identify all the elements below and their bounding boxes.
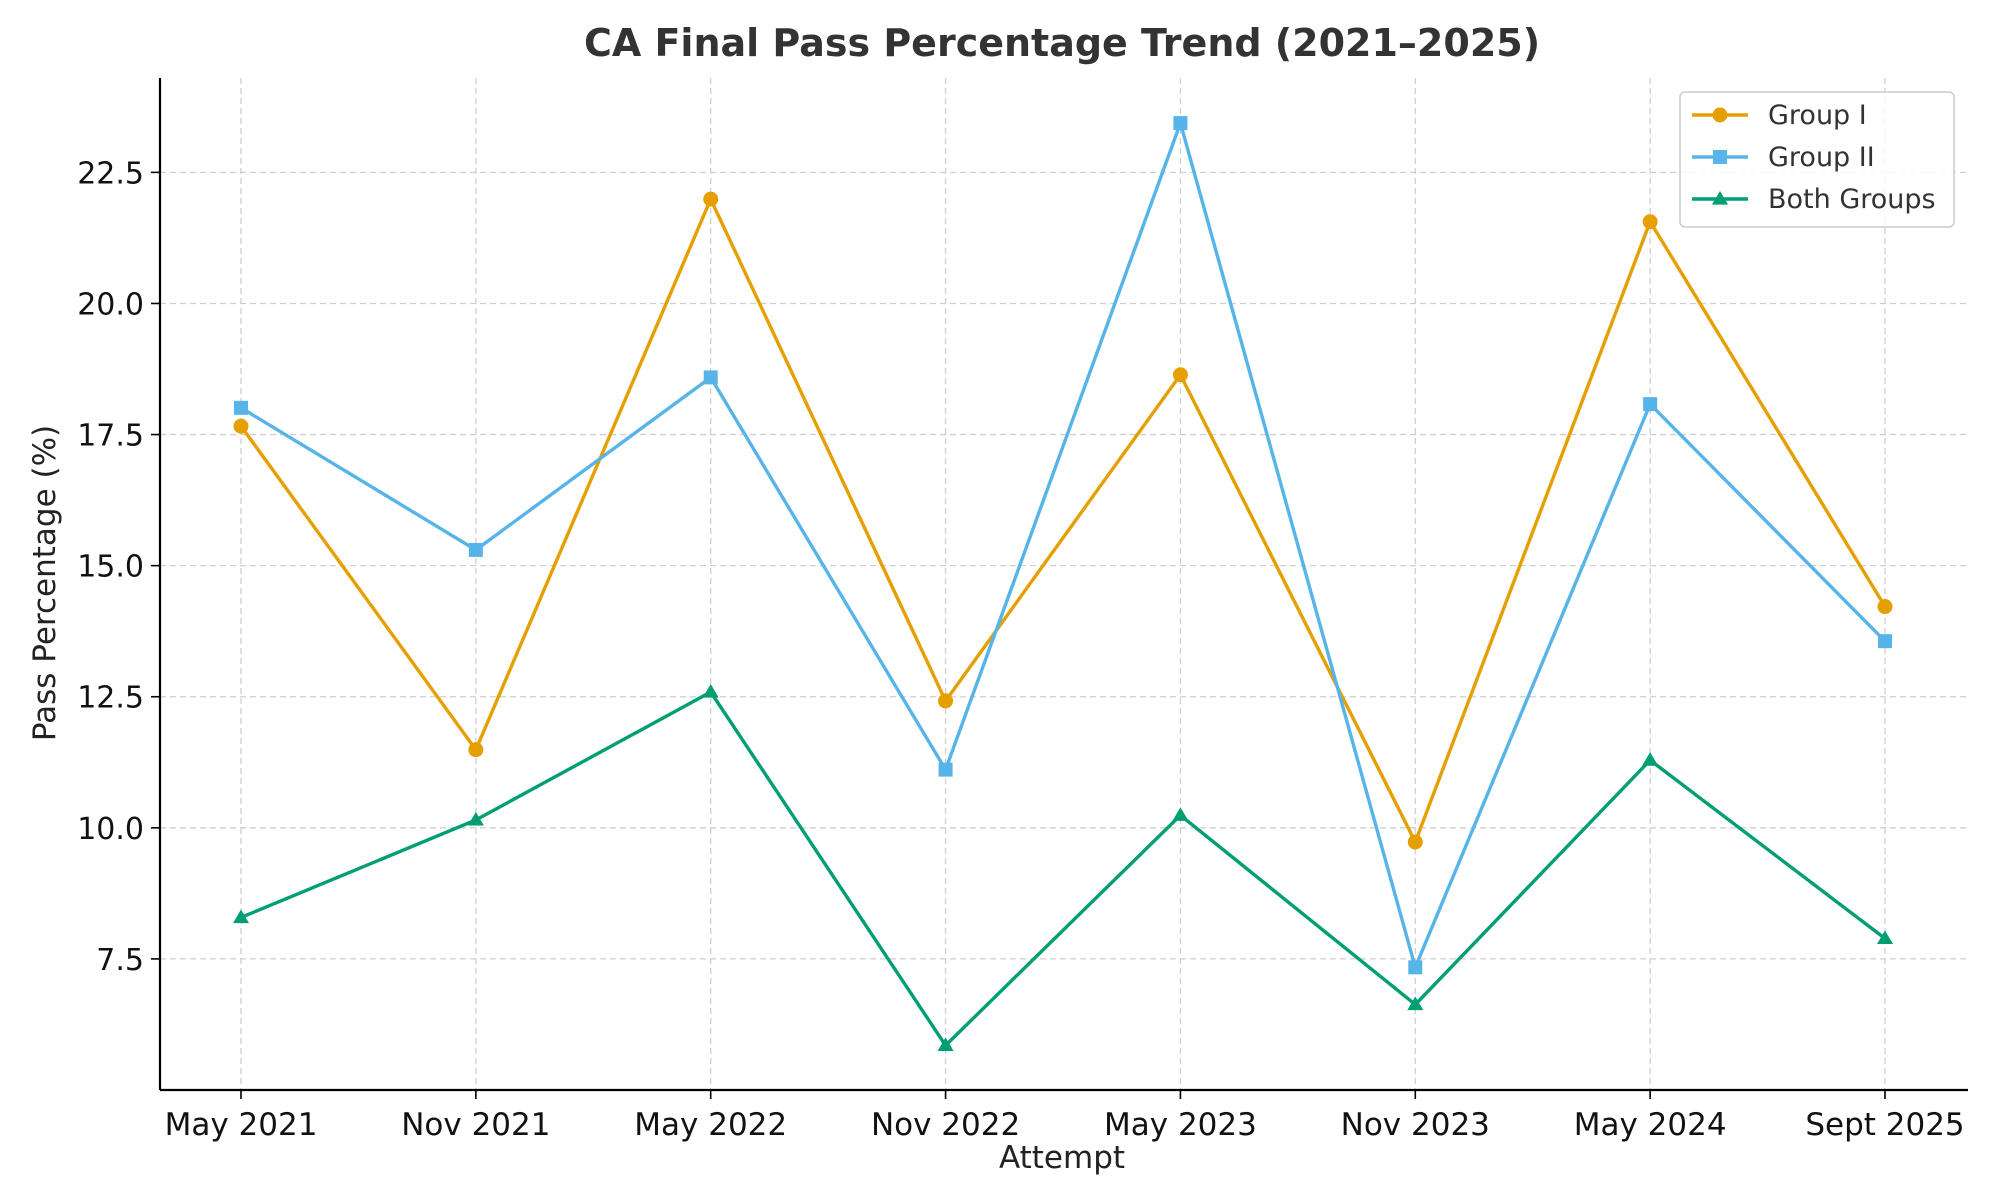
x-tick-label: May 2024 bbox=[1574, 1107, 1727, 1143]
y-tick-label: 15.0 bbox=[77, 550, 144, 585]
legend-label-group-i: Group I bbox=[1768, 100, 1867, 131]
y-axis-title: Pass Percentage (%) bbox=[27, 425, 63, 741]
grid bbox=[160, 78, 1968, 1090]
axes bbox=[158, 78, 1968, 1092]
data-point-group-ii bbox=[938, 762, 953, 777]
data-point-group-i bbox=[1407, 834, 1423, 850]
legend-marker-group-ii bbox=[1713, 150, 1727, 164]
x-tick-label: Nov 2022 bbox=[871, 1107, 1020, 1143]
legend-items: Group I Group II Both Groups bbox=[1692, 100, 1936, 215]
y-tick-label: 7.5 bbox=[96, 943, 144, 978]
data-point-group-ii bbox=[703, 370, 718, 385]
x-tick-label: Nov 2023 bbox=[1341, 1107, 1490, 1143]
x-tick-label: Nov 2021 bbox=[401, 1107, 550, 1143]
data-point-both-groups bbox=[1642, 752, 1659, 766]
x-axis-title: Attempt bbox=[999, 1140, 1125, 1176]
data-point-group-ii bbox=[1173, 116, 1188, 131]
legend-label-group-ii: Group II bbox=[1768, 142, 1875, 173]
legend-item-group-ii: Group II bbox=[1692, 142, 1875, 173]
series-line-group-ii bbox=[240, 117, 1887, 973]
data-point-group-ii bbox=[1408, 960, 1423, 975]
data-point-both-groups bbox=[1877, 930, 1893, 945]
data-point-both-groups bbox=[1172, 807, 1189, 821]
y-tick-label: 17.5 bbox=[77, 419, 144, 454]
data-point-group-i bbox=[1877, 599, 1893, 615]
data-point-both-groups bbox=[1407, 996, 1424, 1011]
series-group-ii bbox=[234, 116, 1892, 975]
legend: Group I Group II Both Groups bbox=[1679, 91, 1955, 228]
series bbox=[233, 116, 1893, 1052]
y-tick-label: 20.0 bbox=[77, 287, 144, 322]
legend-marker-group-i bbox=[1712, 107, 1728, 123]
series-line-group-i bbox=[239, 194, 1887, 847]
data-point-group-i bbox=[703, 191, 719, 207]
y-tick-label: 22.5 bbox=[77, 156, 144, 191]
data-point-group-ii bbox=[1878, 634, 1892, 649]
legend-box bbox=[1679, 91, 1955, 228]
data-point-group-ii bbox=[1643, 397, 1658, 412]
data-point-group-ii bbox=[468, 542, 483, 557]
x-tick-label: Sept 2025 bbox=[1805, 1107, 1964, 1143]
legend-item-both-groups: Both Groups bbox=[1692, 184, 1936, 215]
data-point-both-groups bbox=[937, 1037, 954, 1052]
data-point-group-i bbox=[938, 693, 954, 709]
legend-label-both-groups: Both Groups bbox=[1768, 184, 1936, 215]
data-point-both-groups bbox=[702, 684, 719, 698]
y-tick-label: 12.5 bbox=[77, 681, 144, 716]
data-point-both-groups bbox=[233, 909, 249, 924]
data-point-group-i bbox=[468, 742, 484, 758]
data-point-group-i bbox=[233, 418, 249, 434]
ticks: 7.5 10.0 12.5 15.0 17.5 20.0 22.5 May 2021 Nov 2… bbox=[77, 156, 1964, 1143]
series-both-groups bbox=[233, 684, 1893, 1052]
x-tick-label: May 2023 bbox=[1104, 1107, 1257, 1143]
chart-title: CA Final Pass Percentage Trend (2021–202… bbox=[584, 21, 1540, 65]
data-point-group-i bbox=[1172, 367, 1188, 383]
y-tick-label: 10.0 bbox=[77, 812, 144, 847]
data-point-group-ii bbox=[234, 400, 248, 415]
legend-item-group-i: Group I bbox=[1692, 100, 1867, 131]
x-tick-label: May 2022 bbox=[634, 1107, 787, 1143]
data-point-group-i bbox=[1642, 214, 1658, 230]
legend-marker-both-groups bbox=[1712, 191, 1728, 205]
series-line-both-groups bbox=[240, 689, 1887, 1049]
x-tick-label: May 2021 bbox=[165, 1107, 318, 1143]
series-group-i bbox=[233, 191, 1893, 850]
data-point-both-groups bbox=[467, 811, 484, 826]
